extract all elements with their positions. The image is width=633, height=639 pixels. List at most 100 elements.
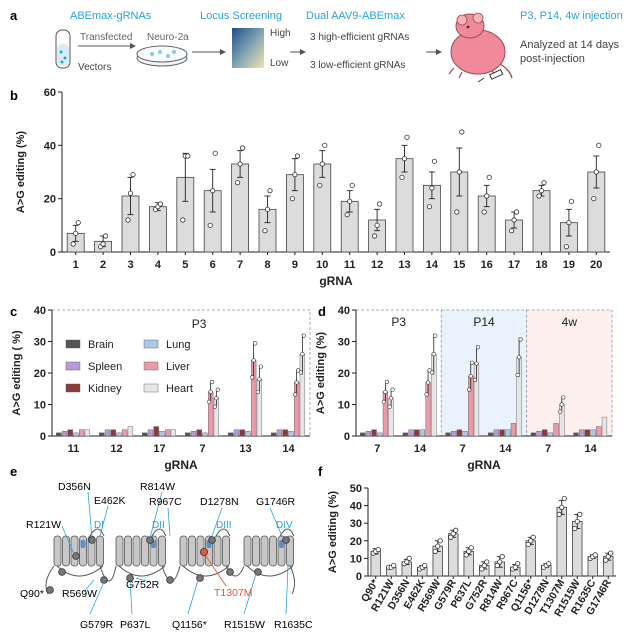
b-x-tick-label: 13 (398, 259, 410, 271)
d-bar (493, 429, 499, 437)
mutation-site (254, 568, 262, 576)
transmembrane-segment (115, 535, 124, 567)
f-data-point (463, 552, 469, 558)
chart-d: P3 P14 4w 0 10 20 30 40 A>G editing (%) 7 14 7 14 7 14… (315, 305, 613, 472)
c-bar (233, 429, 240, 437)
mutation-site (196, 574, 204, 582)
arrow-3-head (300, 49, 306, 55)
voltage-sensor-segment (279, 540, 284, 548)
f-data-point (432, 548, 438, 554)
c-y-tick-label: 10 (34, 400, 46, 412)
b-data-point (401, 156, 408, 162)
c-data-point (214, 396, 219, 401)
panel-c: c 0 10 20 30 40 A>G editing ( %) 11 12 17 7 13 14 gR… (10, 304, 311, 472)
c-bar (159, 431, 165, 437)
b-data-point (596, 142, 602, 148)
channel-schematic (45, 491, 296, 615)
highlight-leader-line (205, 555, 227, 587)
d-data-point (515, 372, 520, 378)
mutation-leader-line (211, 507, 223, 537)
cell-label: Neuro-2a (147, 32, 189, 43)
d-bar (573, 432, 579, 437)
mut-G579R: G579R (80, 619, 114, 631)
b-bar-18 (532, 190, 551, 253)
d-data-point (517, 355, 522, 360)
voltage-sensor-segment (80, 540, 86, 548)
b-data-point (70, 241, 76, 247)
d-y-tick-label: 10 (338, 400, 350, 412)
d-bar (584, 429, 591, 437)
d-data-point (430, 370, 435, 375)
c-legend-label: Lung (166, 339, 190, 351)
b-data-point (591, 196, 597, 202)
b-x-tick-label: 4 (155, 259, 162, 271)
transmembrane-segment (141, 535, 149, 567)
d-x-tick-label: 7 (460, 443, 466, 455)
intracellular-loop (182, 565, 230, 577)
c-y-tick-label: 40 (34, 305, 46, 317)
screening-gradient (232, 28, 264, 68)
c-legend-label: Kidney (88, 383, 122, 395)
petri-dish-icon (136, 45, 188, 67)
f-data-point (494, 562, 500, 569)
c-bar (73, 432, 79, 437)
transmembrane-segment (222, 535, 230, 567)
b-data-point (262, 228, 268, 234)
c-data-point (255, 389, 260, 395)
c-annotation: P3 (192, 317, 207, 331)
b-data-point (508, 228, 515, 234)
c-bar (196, 429, 202, 437)
d-bar (371, 429, 377, 437)
f-y-tick-label: 50 (350, 483, 362, 495)
d-group-label: P14 (473, 315, 495, 329)
c-legend-swatch (143, 339, 159, 349)
arrow-1-label: Transfected (80, 32, 132, 43)
f-data-point (608, 550, 614, 556)
b-x-tick-label: 16 (481, 259, 493, 271)
c-y-axis-label: A>G editing ( %) (11, 330, 23, 416)
d-bar (488, 432, 494, 437)
c-legend-label: Liver (166, 361, 190, 373)
d-data-point (431, 352, 436, 357)
f-data-point (512, 564, 518, 570)
d-data-point (558, 409, 563, 414)
c-terminus (289, 565, 296, 595)
mutation-site (226, 568, 234, 576)
f-data-point (422, 562, 428, 569)
transmembrane-segment (260, 535, 269, 567)
f-y-tick-label: 20 (350, 536, 362, 548)
b-bar-13 (395, 158, 414, 253)
d-bar (579, 429, 585, 437)
f-data-point (435, 543, 441, 549)
b-x-axis-label: gRNA (319, 274, 353, 288)
c-data-point (250, 375, 255, 380)
chart-c: 0 10 20 30 40 A>G editing ( %) 11 12 17 7 13 14 gRNA… (11, 305, 311, 472)
mutation-leader-line (89, 581, 105, 615)
c-bar (239, 429, 245, 437)
mutation-leader-line (243, 573, 257, 615)
transmembrane-segment (269, 535, 277, 567)
f-data-point (546, 561, 552, 567)
d-group-bg (526, 309, 613, 437)
f-data-point (453, 527, 459, 533)
b-data-point (319, 161, 325, 167)
f-data-point (479, 566, 485, 572)
b-x-tick-label: 18 (535, 259, 547, 271)
tube-icon (55, 29, 71, 69)
panel-d: d P3 P14 4w 0 10 20 30 40 A>G editing (%) 7 14 7 14 7… (315, 304, 613, 472)
f-data-point (375, 546, 381, 553)
d-y-tick-label: 40 (338, 305, 350, 317)
d-y-tick-label: 0 (344, 431, 350, 443)
b-data-point (240, 145, 246, 151)
b-x-tick-label: 5 (182, 259, 188, 271)
c-bar (282, 429, 288, 437)
domain-label-DI: DI (94, 520, 104, 531)
b-data-point (289, 196, 295, 202)
c-bar (84, 429, 91, 437)
d-bar (414, 429, 420, 437)
f-data-point (484, 559, 490, 565)
d-data-point (474, 361, 479, 366)
d-x-tick-label: 14 (414, 443, 427, 455)
